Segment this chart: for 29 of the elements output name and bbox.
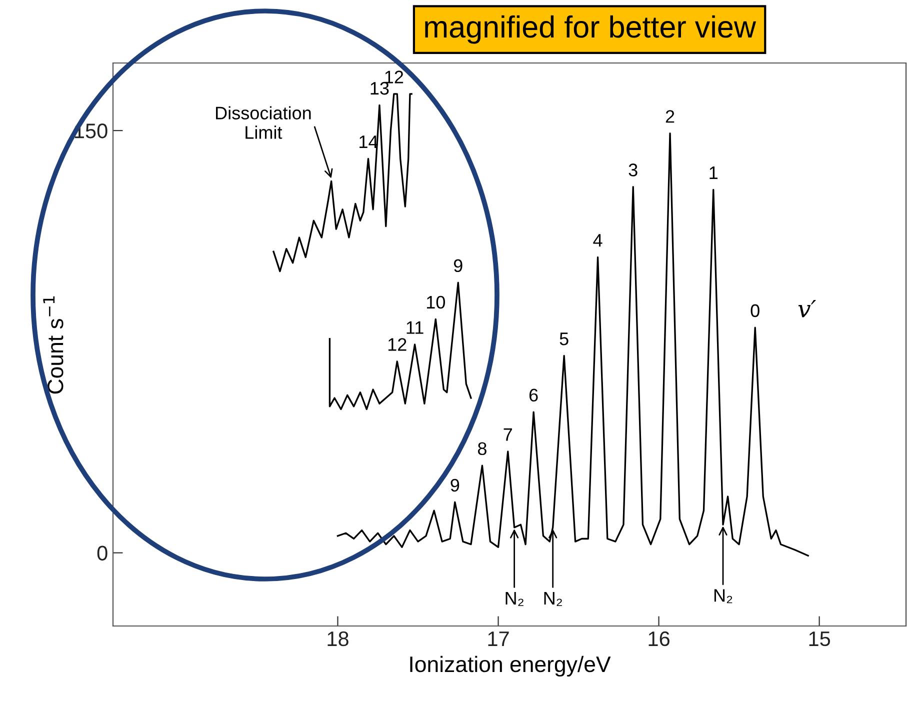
annotation: N₂ bbox=[544, 592, 562, 606]
annotation: 12 bbox=[388, 338, 406, 351]
x-tick-label: 17 bbox=[488, 632, 509, 646]
annotation: 6 bbox=[529, 388, 538, 402]
annotation: v′ bbox=[798, 300, 816, 318]
annotation: 9 bbox=[454, 259, 462, 272]
text: magnified for better view bbox=[425, 15, 756, 44]
line-series bbox=[328, 282, 472, 410]
x-axis-title: Ionization energy/eV bbox=[410, 656, 611, 677]
annotation: 4 bbox=[593, 234, 602, 247]
x-tick-label: 15 bbox=[809, 632, 830, 646]
x-tick-label: 16 bbox=[648, 631, 670, 646]
annotation: 5 bbox=[560, 332, 568, 346]
annotation: 8 bbox=[478, 442, 486, 456]
annotation: 7 bbox=[504, 428, 512, 441]
annotation: Dissociation Limit bbox=[216, 106, 311, 139]
annotation: 12 bbox=[385, 70, 404, 84]
annotation: N₂ bbox=[506, 592, 524, 606]
annotation: 10 bbox=[426, 296, 445, 309]
annotation: 2 bbox=[666, 110, 674, 123]
annotation: 13 bbox=[370, 82, 389, 95]
annotation: 11 bbox=[406, 321, 424, 334]
annotation: 0 bbox=[750, 304, 760, 318]
y-axis-title: Count s$^{−1}$ bbox=[43, 296, 64, 394]
annotation: 1 bbox=[710, 166, 718, 179]
annotation: 3 bbox=[628, 164, 638, 176]
x-tick-label: 18 bbox=[328, 631, 348, 646]
annotation: N₂ bbox=[714, 589, 732, 604]
annotation: 9 bbox=[450, 478, 460, 492]
